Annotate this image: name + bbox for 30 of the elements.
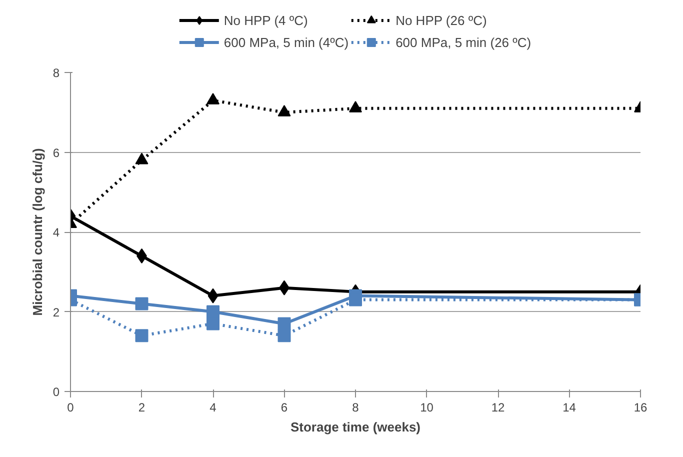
x-tick-label: 12 — [491, 400, 505, 414]
y-tick-label: 4 — [52, 226, 60, 240]
point — [135, 297, 148, 310]
x-tick-label: 4 — [210, 400, 217, 414]
legend-label: 600 MPa, 5 min (4ºC) — [224, 34, 349, 50]
legend-label: No HPP (4 ºC) — [224, 12, 308, 28]
legend-label: 600 MPa, 5 min (26 ºC) — [396, 34, 532, 50]
point — [349, 100, 362, 112]
x-tick-label: 16 — [634, 400, 648, 414]
y-axis-title: Microbial countr (log cfu/g) — [30, 148, 45, 316]
x-tick-label: 0 — [67, 400, 74, 414]
x-tick-label: 6 — [280, 400, 288, 414]
point — [135, 152, 148, 164]
point — [206, 317, 220, 330]
legend-label: No HPP (26 ºC) — [396, 12, 487, 28]
y-tick-label: 2 — [52, 305, 60, 320]
x-tick-label: 2 — [138, 400, 146, 414]
point — [208, 288, 218, 304]
y-tick-label: 6 — [52, 146, 60, 160]
point — [278, 317, 291, 330]
y-tick-label: 8 — [52, 66, 60, 80]
x-tick-label: 8 — [352, 400, 360, 414]
y-tick-label: 0 — [52, 385, 60, 399]
x-axis-title: Storage time (weeks) — [290, 420, 421, 434]
x-tick-label: 14 — [562, 400, 576, 414]
point — [206, 92, 220, 104]
point — [278, 329, 291, 342]
point — [135, 329, 148, 342]
x-tick-label: 10 — [420, 400, 434, 414]
point — [278, 104, 291, 116]
